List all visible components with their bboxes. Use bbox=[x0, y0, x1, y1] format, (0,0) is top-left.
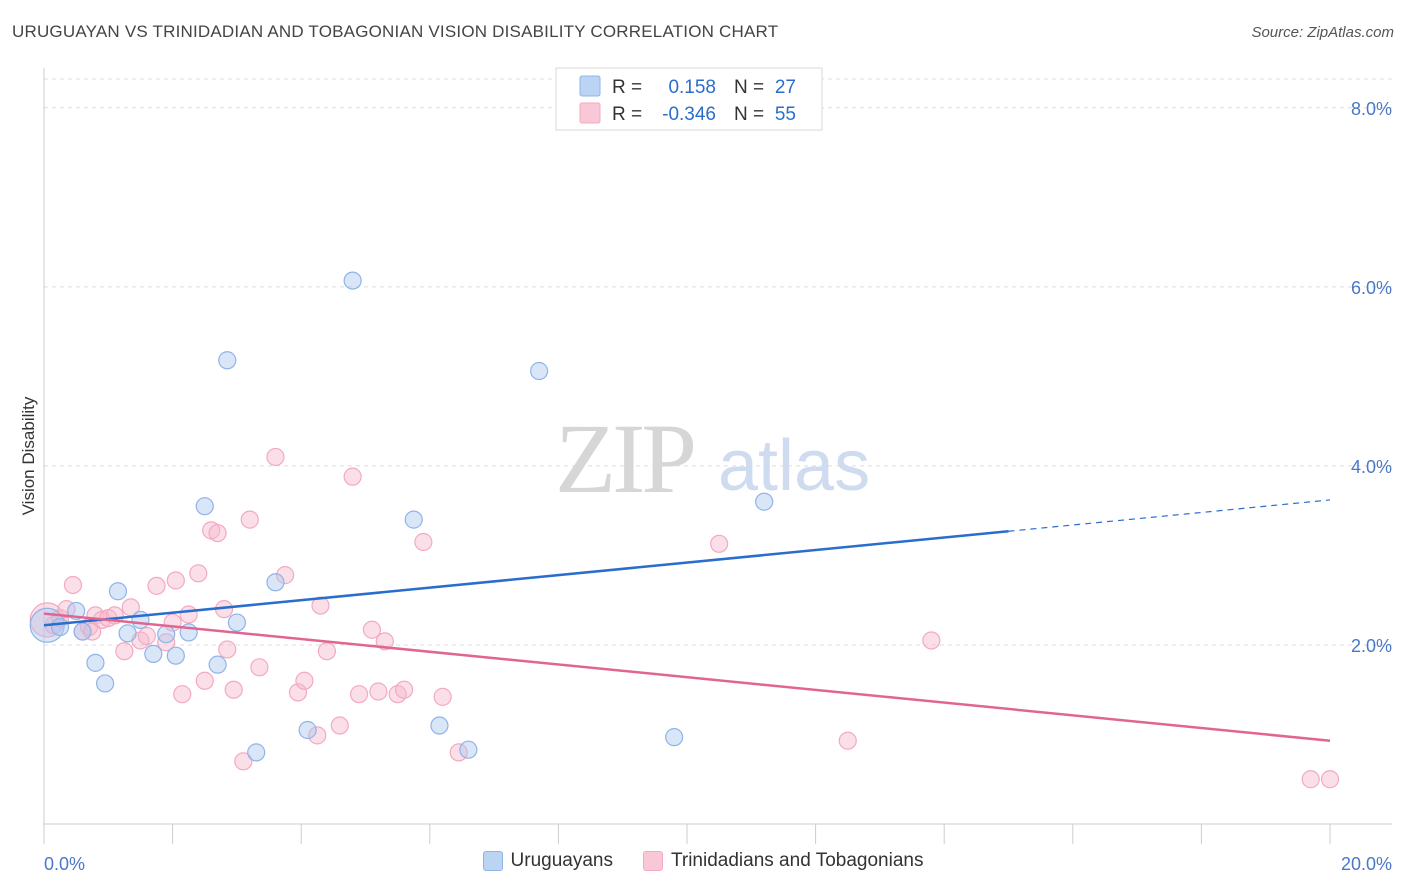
point-trinidadians bbox=[115, 642, 134, 661]
point-trinidadians bbox=[362, 620, 382, 639]
point-uruguayans bbox=[298, 720, 317, 740]
point-trinidadians bbox=[250, 658, 269, 677]
point-trinidadians bbox=[173, 685, 192, 704]
point-trinidadians bbox=[179, 605, 198, 624]
legend-n-label-1: N = bbox=[734, 77, 764, 98]
point-uruguayans bbox=[195, 497, 214, 516]
point-trinidadians bbox=[147, 576, 166, 595]
trend-line-trinidadians bbox=[43, 612, 1331, 742]
point-trinidadians bbox=[166, 571, 185, 590]
point-uruguayans bbox=[227, 613, 246, 632]
watermark: ZIP atlas bbox=[555, 403, 870, 514]
point-uruguayans bbox=[208, 655, 227, 674]
point-trinidadians bbox=[349, 685, 369, 704]
point-trinidadians bbox=[234, 752, 253, 771]
point-uruguayans bbox=[108, 582, 128, 601]
point-uruguayans bbox=[73, 622, 92, 641]
point-trinidadians bbox=[218, 640, 237, 659]
point-uruguayans bbox=[157, 625, 176, 644]
point-trinidadians bbox=[1320, 770, 1340, 789]
axes bbox=[43, 68, 1392, 844]
point-uruguayans bbox=[530, 361, 549, 381]
legend-r-value-2: -0.346 bbox=[662, 104, 716, 125]
legend-item-trinidadians: Trinidadians and Tobagonians bbox=[642, 850, 924, 872]
x-tick-label-max: 20.0% bbox=[1341, 854, 1392, 874]
point-trinidadians bbox=[375, 632, 394, 651]
point-uruguayans bbox=[665, 728, 684, 747]
point-uruguayans bbox=[86, 653, 105, 672]
point-uruguayans bbox=[131, 610, 150, 629]
legend-r-value-1: 0.158 bbox=[668, 77, 716, 98]
legend-swatch-trinidadians bbox=[579, 102, 601, 124]
point-uruguayans bbox=[144, 644, 163, 664]
point-trinidadians bbox=[240, 510, 259, 529]
point-uruguayans bbox=[218, 351, 237, 370]
point-trinidadians bbox=[433, 687, 452, 706]
point-trinidadians bbox=[63, 575, 83, 595]
legend-item-uruguayans: Uruguayans bbox=[482, 850, 613, 872]
chart-title: URUGUAYAN VS TRINIDADIAN AND TOBAGONIAN … bbox=[12, 22, 779, 41]
point-trinidadians bbox=[137, 626, 156, 646]
legend-n-value-1: 27 bbox=[775, 77, 796, 98]
point-uruguayans bbox=[459, 740, 478, 759]
point-trinidadians bbox=[308, 726, 327, 745]
legend-label-uruguayans: Uruguayans bbox=[510, 850, 613, 871]
legend-swatch-blue bbox=[482, 851, 503, 871]
point-trinidadians bbox=[343, 467, 362, 486]
point-trinidadians bbox=[189, 564, 208, 583]
y-tick-label: 8.0% bbox=[1351, 99, 1392, 119]
point-uruguayans bbox=[755, 492, 774, 511]
bottom-legend: Uruguayans Trinidadians and Tobagonians bbox=[0, 850, 1406, 872]
point-trinidadians bbox=[414, 532, 433, 552]
watermark-atlas: atlas bbox=[718, 426, 870, 506]
tick-labels: 2.0% 4.0% 6.0% 8.0% 0.0% 20.0% bbox=[44, 99, 1392, 874]
point-trinidadians bbox=[195, 671, 214, 690]
point-uruguayans bbox=[343, 271, 362, 290]
point-trinidadians bbox=[922, 631, 941, 650]
point-trinidadians bbox=[288, 683, 308, 702]
point-uruguayans bbox=[266, 573, 285, 592]
point-uruguayans bbox=[404, 510, 423, 529]
point-trinidadians bbox=[276, 566, 295, 585]
point-trinidadians bbox=[224, 680, 243, 699]
point-uruguayans bbox=[166, 646, 185, 665]
trend-lines bbox=[43, 499, 1331, 742]
legend-n-label-2: N = bbox=[734, 104, 764, 125]
point-uruguayans bbox=[430, 716, 449, 735]
point-uruguayans bbox=[50, 617, 70, 637]
legend-label-trinidadians: Trinidadians and Tobagonians bbox=[670, 850, 924, 871]
legend-r-label-1: R = bbox=[612, 77, 642, 98]
point-trinidadians bbox=[317, 642, 337, 661]
point-trinidadians bbox=[369, 682, 388, 701]
watermark-zip: ZIP bbox=[555, 403, 693, 514]
point-trinidadians bbox=[330, 716, 349, 735]
point-trinidadians bbox=[266, 447, 285, 467]
x-tick-label-min: 0.0% bbox=[44, 854, 85, 874]
point-uruguayans bbox=[247, 743, 266, 762]
trend-line-uruguayans-extension bbox=[1008, 499, 1331, 532]
y-tick-label: 6.0% bbox=[1351, 278, 1392, 298]
y-axis-label: Vision Disability bbox=[19, 396, 38, 515]
legend-swatch-uruguayans bbox=[579, 75, 601, 97]
point-trinidadians bbox=[710, 534, 729, 553]
point-trinidadians bbox=[1301, 770, 1320, 789]
legend-r-label-2: R = bbox=[612, 104, 642, 125]
top-legend: R = 0.158 N = 27 R = -0.346 N = 55 bbox=[555, 67, 823, 131]
point-uruguayans bbox=[118, 624, 137, 643]
point-trinidadians bbox=[295, 671, 314, 690]
point-uruguayans bbox=[95, 674, 115, 693]
y-tick-label: 4.0% bbox=[1351, 457, 1392, 477]
point-trinidadians bbox=[838, 731, 857, 750]
legend-swatch-pink bbox=[642, 851, 663, 871]
point-trinidadians bbox=[208, 523, 227, 543]
point-trinidadians bbox=[394, 680, 414, 699]
chart-source: Source: ZipAtlas.com bbox=[1251, 24, 1394, 41]
trend-line-uruguayans bbox=[43, 530, 1009, 627]
legend-n-value-2: 55 bbox=[775, 104, 796, 125]
y-tick-label: 2.0% bbox=[1351, 636, 1392, 656]
